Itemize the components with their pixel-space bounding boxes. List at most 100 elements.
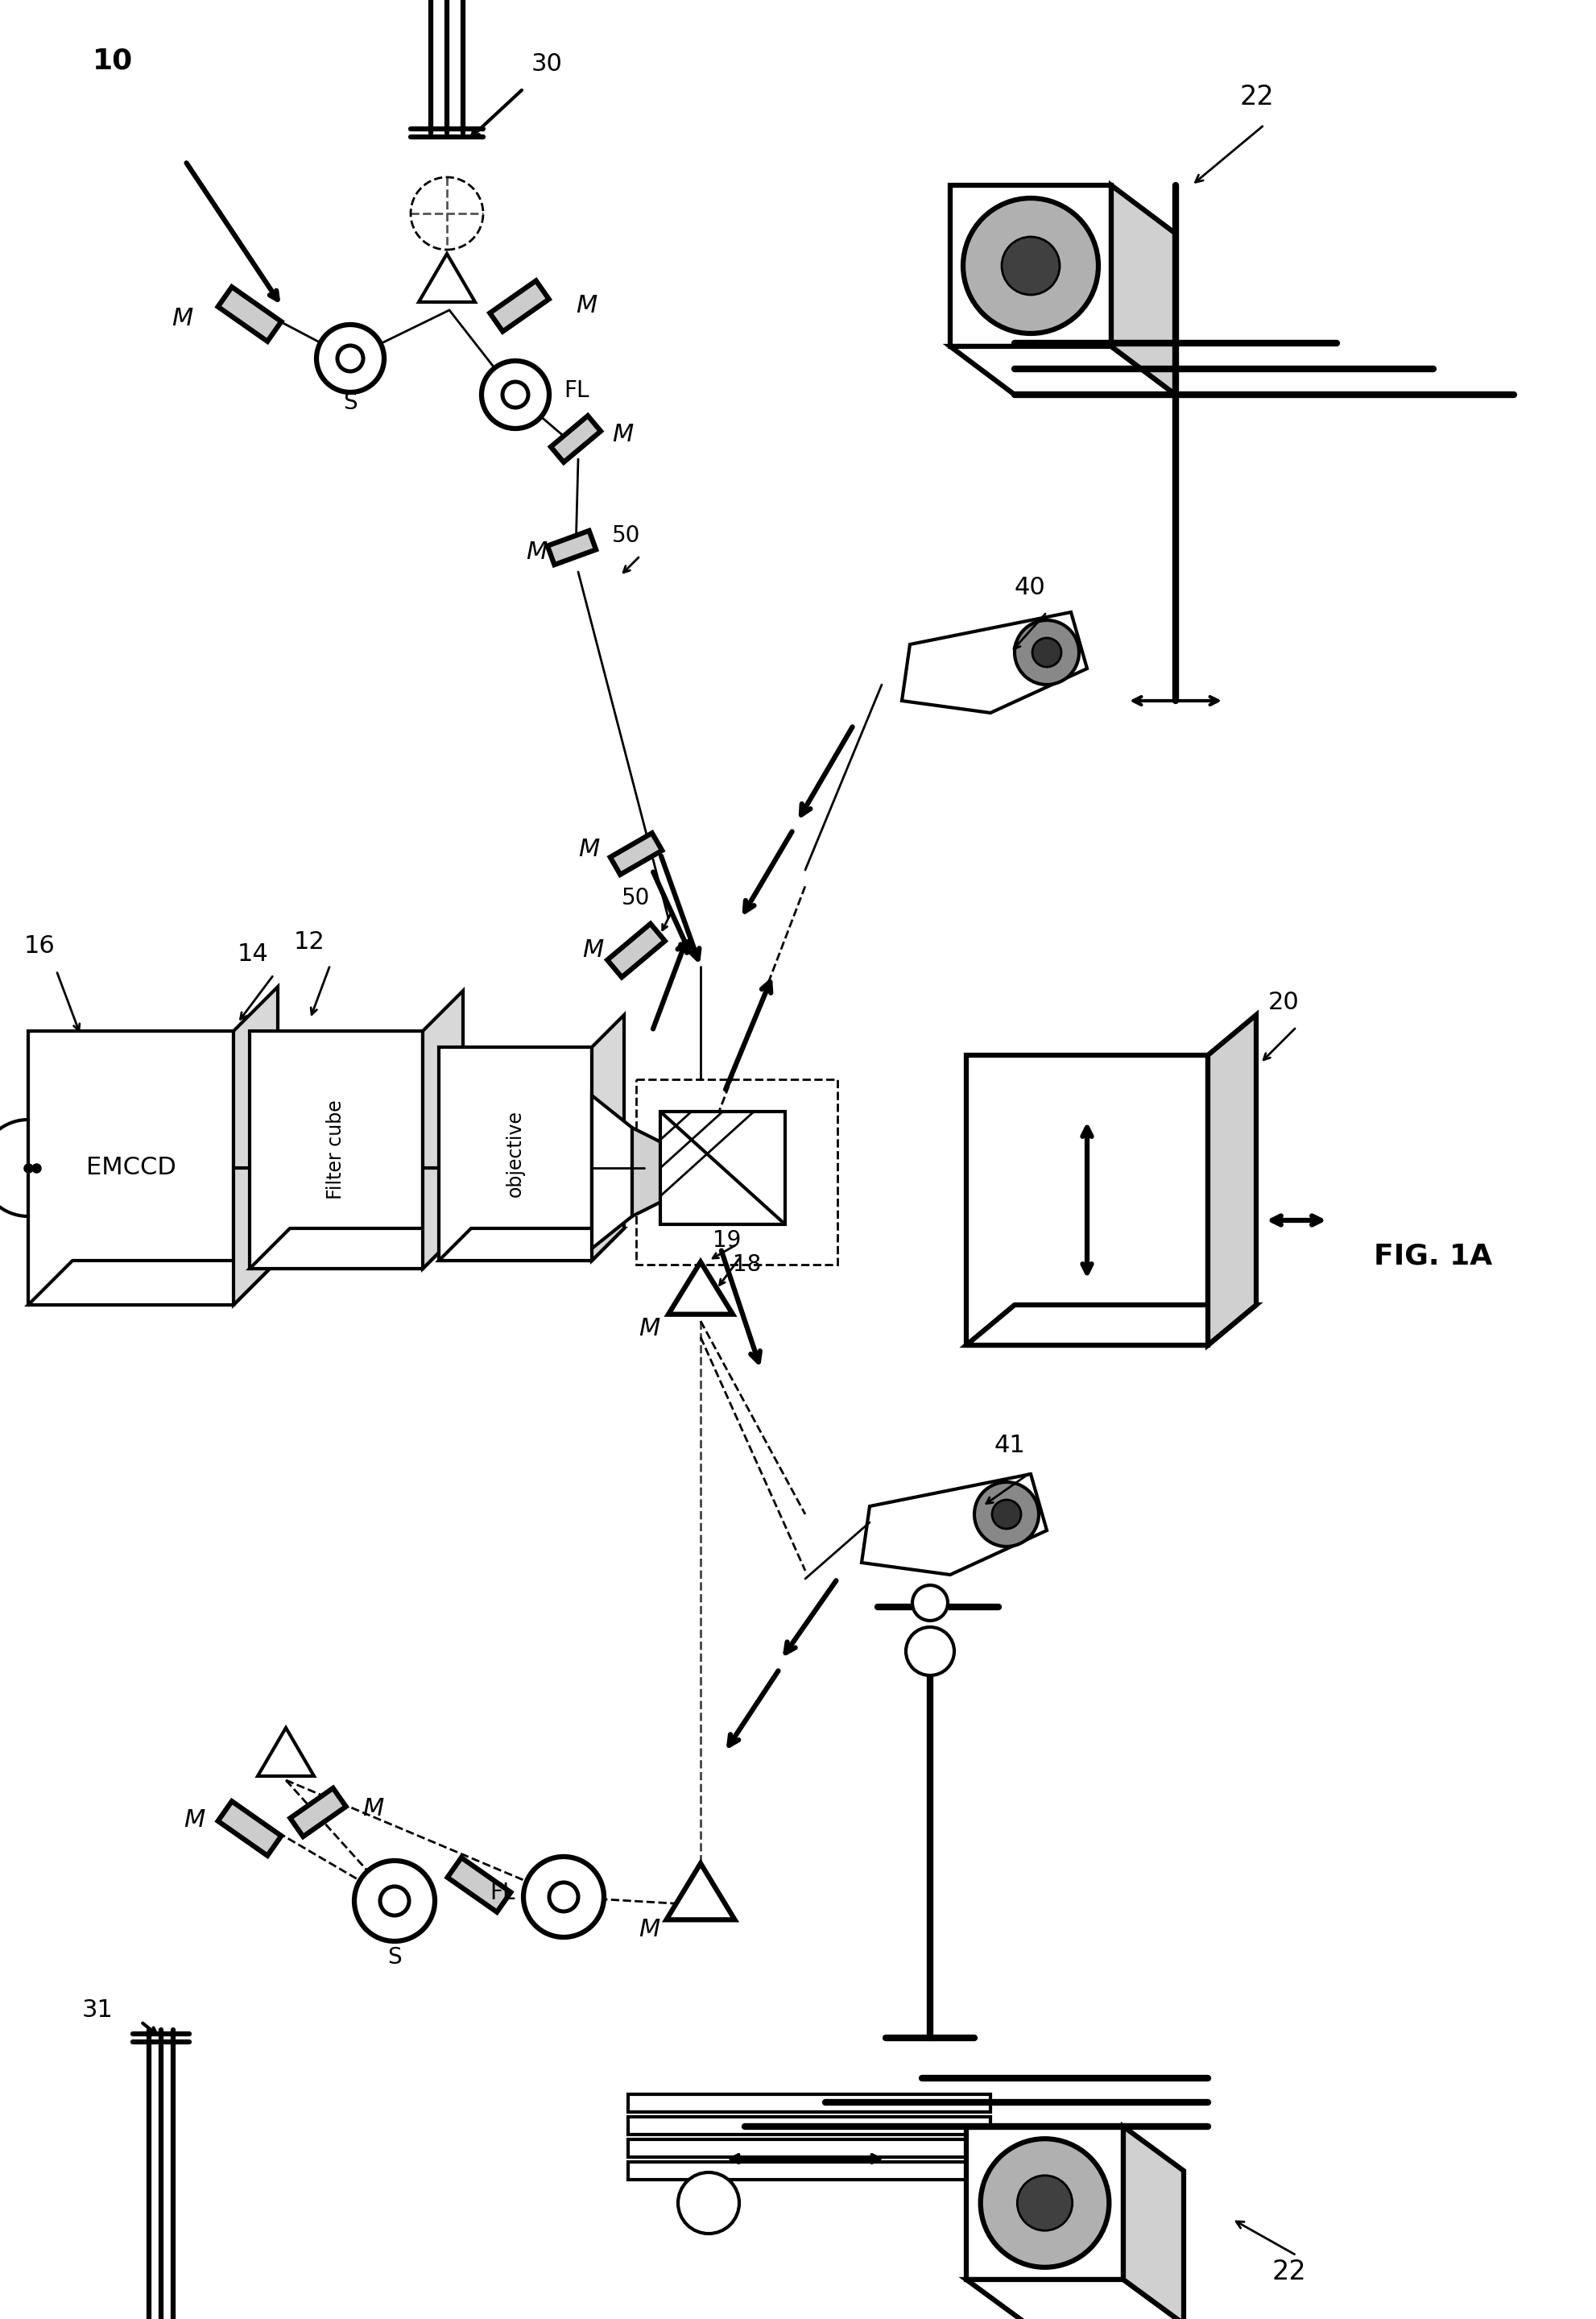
Polygon shape: [1207, 1016, 1256, 1345]
FancyArrowPatch shape: [471, 90, 522, 137]
Polygon shape: [249, 1229, 463, 1268]
Text: 20: 20: [1267, 990, 1299, 1013]
Text: Filter cube: Filter cube: [326, 1099, 346, 1199]
FancyArrowPatch shape: [1013, 615, 1045, 649]
FancyArrowPatch shape: [57, 972, 80, 1030]
Text: M: M: [578, 837, 600, 860]
Circle shape: [316, 325, 385, 392]
FancyArrowPatch shape: [986, 1473, 1028, 1503]
Text: FIG. 1A: FIG. 1A: [1374, 1243, 1492, 1271]
Circle shape: [980, 2138, 1109, 2268]
FancyArrowPatch shape: [142, 2022, 156, 2034]
Polygon shape: [290, 1788, 346, 1837]
Circle shape: [503, 383, 528, 408]
Circle shape: [1001, 237, 1060, 295]
Text: M: M: [184, 1809, 206, 1832]
Circle shape: [523, 1858, 603, 1936]
Polygon shape: [447, 1858, 511, 1913]
Text: M: M: [362, 1797, 383, 1820]
Circle shape: [1013, 619, 1079, 684]
Circle shape: [1017, 2175, 1073, 2231]
Text: M: M: [583, 939, 603, 962]
Polygon shape: [1122, 2127, 1183, 2319]
Polygon shape: [966, 1055, 1207, 1345]
Circle shape: [380, 1885, 409, 1915]
Circle shape: [911, 1586, 948, 1621]
Text: M: M: [638, 1918, 661, 1941]
Polygon shape: [423, 990, 463, 1268]
Polygon shape: [592, 1095, 632, 1248]
Polygon shape: [257, 1728, 314, 1776]
Polygon shape: [592, 1016, 624, 1262]
Polygon shape: [950, 186, 1111, 346]
Polygon shape: [610, 833, 662, 874]
Text: 10: 10: [93, 46, 132, 74]
Polygon shape: [217, 288, 281, 341]
Polygon shape: [233, 986, 278, 1306]
Circle shape: [337, 346, 362, 371]
Polygon shape: [966, 2280, 1183, 2319]
Circle shape: [549, 1883, 578, 1911]
Polygon shape: [627, 2094, 990, 2113]
FancyArrowPatch shape: [622, 557, 638, 573]
Polygon shape: [29, 1262, 278, 1306]
Polygon shape: [966, 2127, 1122, 2280]
Text: EMCCD: EMCCD: [86, 1157, 176, 1180]
Text: FL: FL: [490, 1881, 516, 1904]
Polygon shape: [551, 415, 600, 461]
Polygon shape: [29, 1032, 233, 1306]
Text: 50: 50: [621, 886, 650, 909]
Text: 31: 31: [81, 1999, 113, 2022]
Polygon shape: [862, 1475, 1047, 1575]
Text: M: M: [172, 306, 193, 329]
Polygon shape: [669, 1262, 733, 1315]
Circle shape: [905, 1628, 954, 1674]
Text: M: M: [638, 1317, 661, 1340]
Polygon shape: [661, 1111, 785, 1224]
Text: 41: 41: [994, 1433, 1025, 1459]
Polygon shape: [217, 1802, 281, 1855]
FancyArrowPatch shape: [720, 1259, 739, 1285]
Text: 14: 14: [238, 944, 268, 967]
Polygon shape: [966, 1306, 1256, 1345]
Circle shape: [991, 1500, 1020, 1528]
FancyArrowPatch shape: [662, 911, 670, 930]
Text: M: M: [611, 424, 634, 448]
Text: 18: 18: [733, 1252, 761, 1275]
Polygon shape: [627, 2161, 990, 2180]
Text: objective: objective: [506, 1111, 525, 1197]
Polygon shape: [627, 2140, 990, 2157]
FancyArrowPatch shape: [712, 1245, 734, 1259]
Polygon shape: [547, 531, 595, 566]
Text: 40: 40: [1013, 577, 1045, 601]
FancyArrowPatch shape: [311, 967, 329, 1013]
Polygon shape: [418, 253, 476, 301]
Text: 19: 19: [712, 1229, 741, 1252]
FancyArrowPatch shape: [1195, 125, 1262, 183]
Text: 22: 22: [1272, 2259, 1306, 2284]
Polygon shape: [606, 923, 664, 976]
Polygon shape: [439, 1229, 624, 1262]
Circle shape: [482, 362, 549, 429]
Polygon shape: [950, 346, 1175, 394]
Text: 50: 50: [611, 524, 640, 547]
Polygon shape: [632, 1127, 664, 1215]
Polygon shape: [902, 612, 1087, 712]
Polygon shape: [1111, 186, 1175, 394]
Circle shape: [354, 1860, 434, 1941]
Circle shape: [1031, 638, 1061, 668]
Polygon shape: [627, 2117, 990, 2133]
Text: 12: 12: [294, 930, 326, 953]
FancyArrowPatch shape: [187, 162, 278, 299]
Circle shape: [974, 1482, 1039, 1547]
Text: 30: 30: [531, 53, 562, 77]
Polygon shape: [490, 281, 549, 332]
Text: FL: FL: [563, 380, 589, 401]
Text: M: M: [576, 295, 597, 318]
Polygon shape: [439, 1048, 592, 1262]
Circle shape: [678, 2173, 739, 2233]
Polygon shape: [666, 1864, 734, 1920]
Text: 22: 22: [1240, 83, 1274, 109]
Circle shape: [962, 197, 1098, 334]
FancyArrowPatch shape: [241, 976, 273, 1018]
